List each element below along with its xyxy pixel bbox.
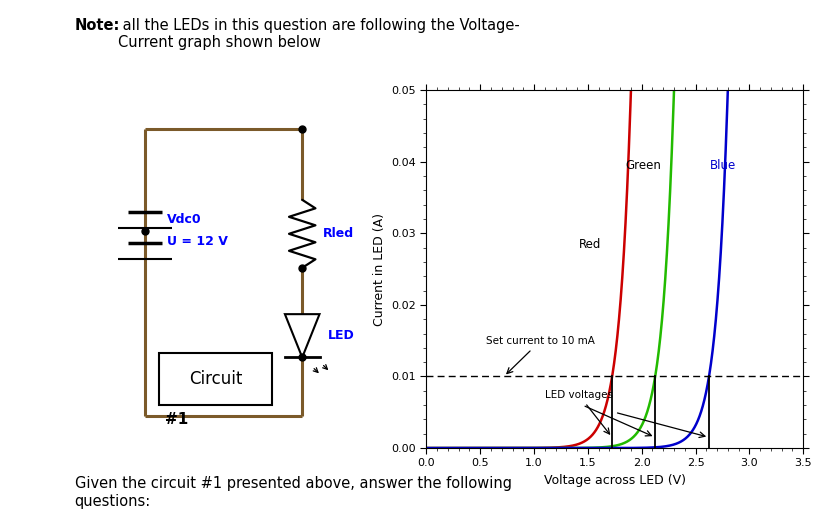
Text: Green: Green — [625, 159, 661, 172]
Text: Given the circuit #1 presented above, answer the following
questions:: Given the circuit #1 presented above, an… — [74, 476, 511, 509]
Polygon shape — [284, 314, 319, 357]
Text: Red: Red — [579, 237, 601, 251]
Text: LED voltages: LED voltages — [544, 390, 612, 434]
Text: Note:: Note: — [74, 18, 120, 33]
Text: U = 12 V: U = 12 V — [167, 235, 227, 248]
X-axis label: Voltage across LED (V): Voltage across LED (V) — [543, 474, 685, 487]
Text: all the LEDs in this question are following the Voltage-
Current graph shown bel: all the LEDs in this question are follow… — [117, 18, 519, 50]
Y-axis label: Current in LED (A): Current in LED (A) — [372, 213, 385, 325]
Text: Rled: Rled — [323, 227, 353, 241]
Text: #1: #1 — [165, 411, 188, 427]
Text: LED: LED — [327, 329, 354, 342]
Text: Set current to 10 mA: Set current to 10 mA — [485, 336, 594, 373]
Text: Circuit: Circuit — [189, 370, 242, 388]
Text: Vdc0: Vdc0 — [167, 213, 201, 227]
FancyBboxPatch shape — [159, 353, 272, 405]
Text: Blue: Blue — [709, 159, 735, 172]
